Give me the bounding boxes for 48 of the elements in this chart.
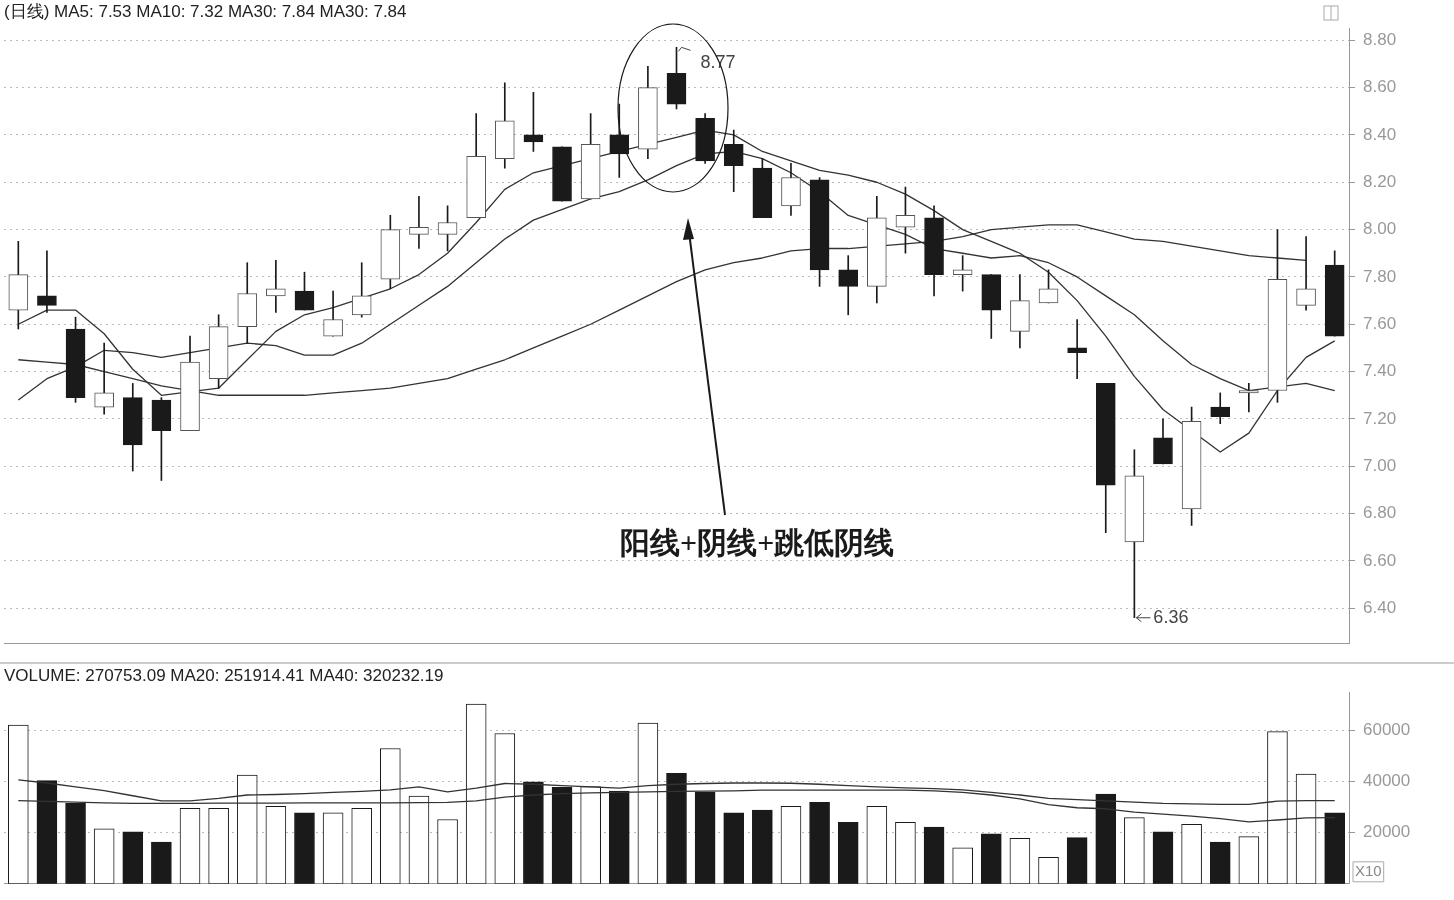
annotation: 6.36 (1153, 606, 1189, 627)
y-tick-label: 7.60 (1363, 313, 1397, 333)
bar (1152, 831, 1174, 884)
y-tick-label: 7.40 (1363, 361, 1397, 381)
bar (923, 826, 945, 884)
y-tick-label: 6.80 (1363, 503, 1397, 523)
text: X10 (1355, 861, 1382, 879)
bar (122, 831, 144, 884)
y-tick-label: 8.80 (1363, 29, 1397, 49)
chart-title: VOLUME: 270753.09 MA20: 251914.41 MA40: 320232.19 (4, 665, 444, 685)
bar (608, 790, 630, 884)
bar (694, 791, 716, 884)
candlestick (1067, 319, 1087, 380)
candlestick (266, 260, 286, 313)
bar (1095, 793, 1117, 884)
y-tick-label: 7.80 (1363, 266, 1397, 286)
bar (65, 803, 86, 884)
candlestick (952, 255, 973, 292)
bar (752, 809, 773, 884)
y-tick-label: 8.20 (1363, 171, 1397, 191)
y-tick-label: 60000 (1363, 720, 1411, 740)
bar (1324, 812, 1346, 884)
chart-title: (日线) MA5: 7.53 MA10: 7.32 MA30: 7.84 MA30: 7.84 (4, 1, 407, 21)
bar (809, 802, 830, 884)
candlestick (1239, 383, 1259, 413)
y-tick-label: 7.00 (1363, 455, 1397, 475)
y-tick-label: 8.00 (1363, 219, 1397, 239)
y-tick-label: 8.60 (1363, 77, 1397, 97)
y-tick-label: 40000 (1363, 771, 1411, 791)
bar (1209, 841, 1231, 884)
annotation: 阳线+阴线+跳低阴线 (620, 526, 895, 560)
bar (36, 780, 58, 884)
y-tick-label: 6.60 (1363, 550, 1397, 570)
y-tick-label: 7.20 (1363, 408, 1397, 428)
bar (551, 787, 573, 884)
candlestick (37, 250, 57, 313)
bar (837, 821, 859, 884)
bar (980, 833, 1002, 884)
bar (523, 781, 544, 884)
bar (723, 812, 745, 884)
bar (151, 841, 172, 884)
candlestick (409, 196, 429, 249)
bar (294, 812, 315, 884)
y-tick-label: 20000 (1363, 822, 1411, 842)
bar (666, 772, 687, 884)
bar (1066, 837, 1088, 884)
y-tick-label: 8.40 (1363, 124, 1397, 144)
y-tick-label: 6.40 (1363, 597, 1397, 617)
